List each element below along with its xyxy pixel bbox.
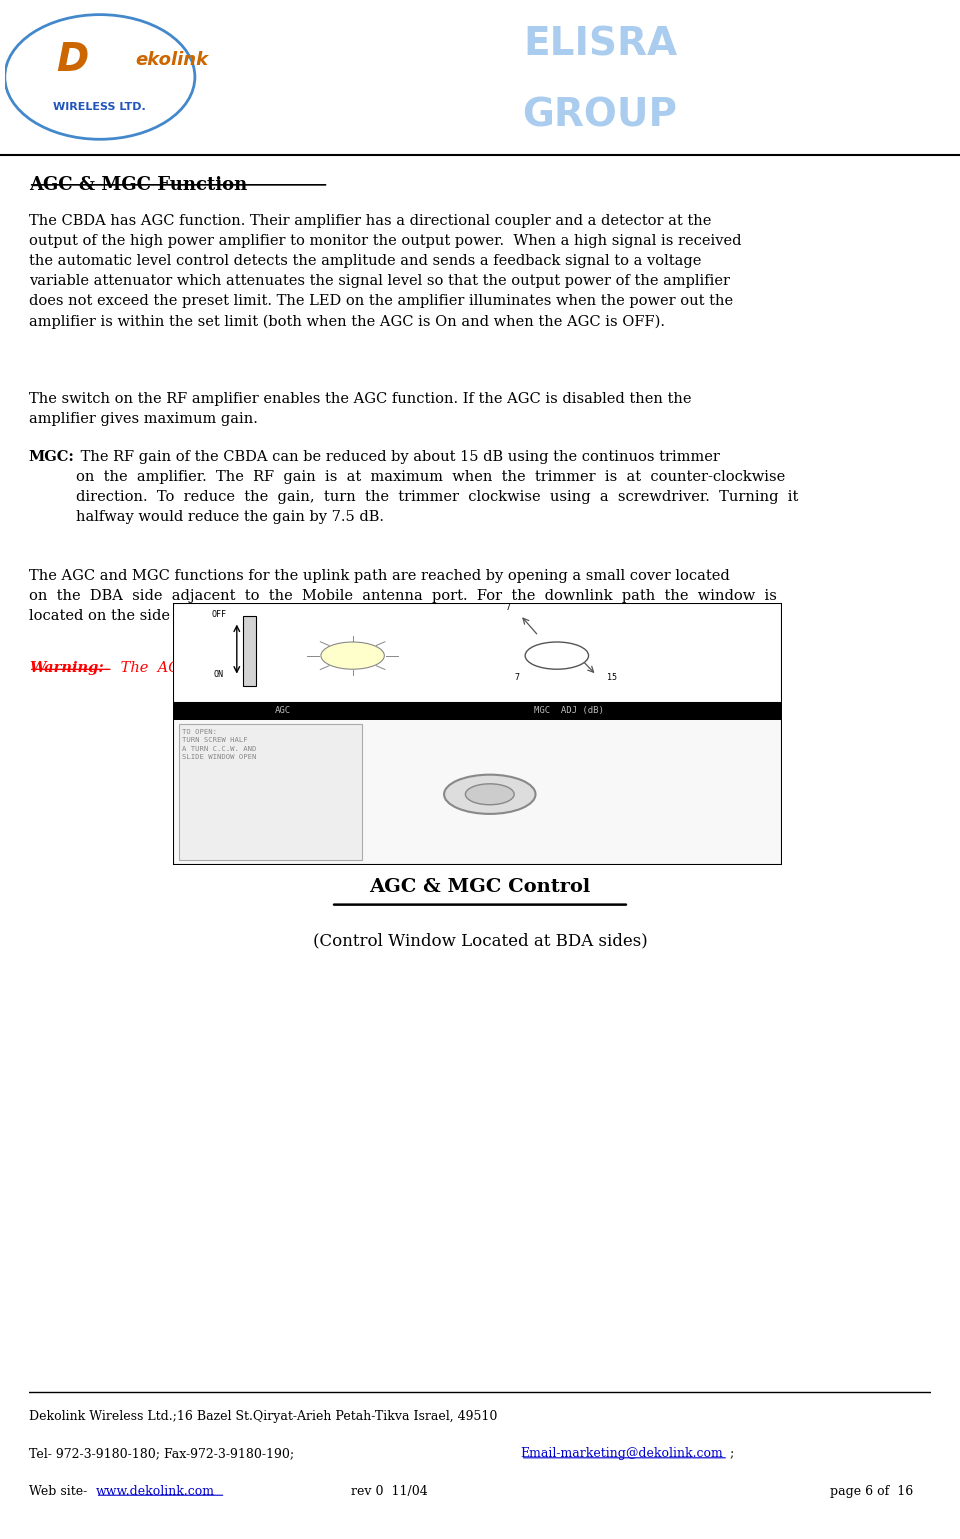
Text: ON: ON [213, 669, 224, 679]
Text: Power
Out
LED: Power Out LED [350, 720, 393, 768]
Text: 7: 7 [506, 603, 511, 613]
FancyBboxPatch shape [179, 723, 362, 860]
Circle shape [444, 774, 536, 814]
Text: The RF gain of the CBDA can be reduced by about 15 dB using the continuos trimme: The RF gain of the CBDA can be reduced b… [76, 451, 798, 525]
Text: Web site-: Web site- [29, 1485, 91, 1497]
Text: D: D [57, 42, 88, 80]
Circle shape [321, 642, 384, 669]
Text: TO OPEN:
TURN SCREW HALF
A TURN C.C.W. AND
SLIDE WINDOW OPEN: TO OPEN: TURN SCREW HALF A TURN C.C.W. A… [182, 729, 256, 760]
Text: AGC
Enable
Switch: AGC Enable Switch [238, 720, 285, 768]
Text: Tel- 972-3-9180-180; Fax-972-3-9180-190;: Tel- 972-3-9180-180; Fax-972-3-9180-190; [29, 1447, 298, 1461]
Text: AGC & MGC Control: AGC & MGC Control [370, 879, 590, 896]
Text: ekolink: ekolink [135, 51, 209, 69]
Text: The AGC and MGC functions for the uplink path are reached by opening a small cov: The AGC and MGC functions for the uplink… [29, 569, 777, 623]
FancyBboxPatch shape [173, 603, 782, 703]
Text: OFF: OFF [211, 609, 226, 619]
Text: The switch on the RF amplifier enables the AGC function. If the AGC is disabled : The switch on the RF amplifier enables t… [29, 391, 691, 426]
Text: Email-marketing@dekolink.com: Email-marketing@dekolink.com [520, 1447, 723, 1461]
Text: WIRELESS LTD.: WIRELESS LTD. [54, 103, 146, 112]
Text: 7: 7 [515, 674, 519, 682]
Text: MGC  ADJ (dB): MGC ADJ (dB) [534, 706, 604, 716]
Text: Gain Control
Trimmer
(MGC): Gain Control Trimmer (MGC) [527, 720, 613, 768]
Text: Warning:: Warning: [29, 660, 104, 674]
Text: (Control Window Located at BDA sides): (Control Window Located at BDA sides) [313, 933, 647, 950]
Text: ELISRA: ELISRA [523, 25, 677, 63]
Circle shape [525, 642, 588, 669]
Text: The  AGC  switch  must  be  always  ON  in  order  to  limit  the  spurious  sig: The AGC switch must be always ON in orde… [116, 660, 727, 674]
Text: Dekolink Wireless Ltd.;16 Bazel St.Qiryat-Arieh Petah-Tikva Israel, 49510: Dekolink Wireless Ltd.;16 Bazel St.Qirya… [29, 1410, 497, 1424]
Text: AGC: AGC [275, 706, 291, 716]
Text: ;: ; [729, 1447, 733, 1461]
Text: MGC:: MGC: [29, 451, 75, 465]
Text: page 6 of  16: page 6 of 16 [829, 1485, 913, 1497]
Text: 15: 15 [607, 674, 616, 682]
Text: www.dekolink.com: www.dekolink.com [96, 1485, 215, 1497]
Text: GROUP: GROUP [522, 95, 678, 134]
Text: The CBDA has AGC function. Their amplifier has a directional coupler and a detec: The CBDA has AGC function. Their amplifi… [29, 214, 741, 329]
Circle shape [466, 783, 515, 805]
Text: AGC & MGC Function: AGC & MGC Function [29, 177, 247, 194]
FancyBboxPatch shape [173, 603, 782, 865]
FancyBboxPatch shape [173, 702, 782, 720]
Text: rev 0  11/04: rev 0 11/04 [351, 1485, 428, 1497]
FancyBboxPatch shape [243, 617, 256, 686]
